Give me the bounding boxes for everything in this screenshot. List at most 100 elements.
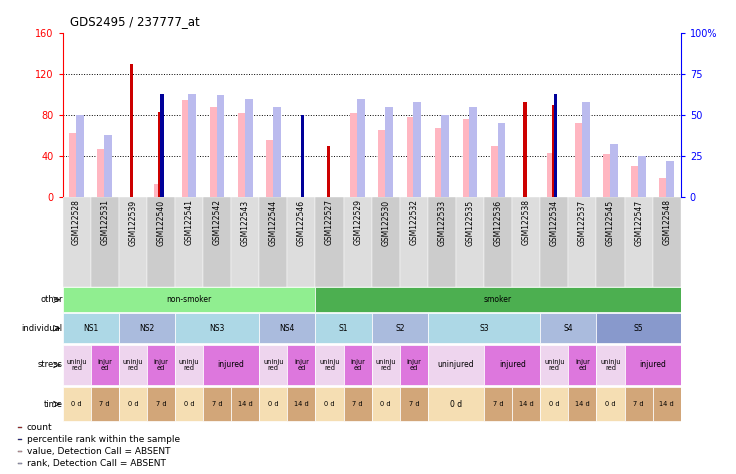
Text: 0 d: 0 d <box>605 401 616 407</box>
Bar <box>175 313 259 343</box>
Text: GSM122548: GSM122548 <box>662 200 671 246</box>
Text: injured: injured <box>218 361 244 369</box>
Text: rank, Detection Call = ABSENT: rank, Detection Call = ABSENT <box>26 459 166 468</box>
Text: GSM122542: GSM122542 <box>213 200 222 246</box>
Bar <box>604 154 611 197</box>
Text: GSM122530: GSM122530 <box>381 200 390 246</box>
Bar <box>470 107 478 197</box>
Bar <box>378 130 386 197</box>
Bar <box>523 101 527 197</box>
Bar <box>498 123 506 197</box>
Bar <box>344 387 372 421</box>
Bar <box>160 94 163 197</box>
Text: 0 d: 0 d <box>381 401 391 407</box>
Bar <box>18 463 22 464</box>
Bar <box>435 128 442 197</box>
Text: 14 d: 14 d <box>575 401 590 407</box>
Bar <box>118 345 147 385</box>
Bar <box>63 197 91 287</box>
Bar <box>625 345 681 385</box>
Bar <box>175 345 203 385</box>
Bar <box>238 113 246 197</box>
Text: 14 d: 14 d <box>659 401 674 407</box>
Text: GSM122546: GSM122546 <box>297 200 306 246</box>
Bar <box>287 345 316 385</box>
Bar <box>244 99 252 197</box>
Text: 14 d: 14 d <box>519 401 534 407</box>
Bar <box>625 197 653 287</box>
Bar <box>231 387 259 421</box>
Bar <box>147 387 175 421</box>
Bar <box>175 387 203 421</box>
Text: S3: S3 <box>479 324 489 333</box>
Bar <box>91 345 118 385</box>
Bar <box>553 94 557 197</box>
Bar <box>575 123 583 197</box>
Bar <box>372 345 400 385</box>
Text: uninju
red: uninju red <box>375 359 396 371</box>
Text: stress: stress <box>38 361 63 369</box>
Bar <box>625 387 653 421</box>
Bar <box>259 345 287 385</box>
Bar <box>350 113 358 197</box>
Bar <box>631 166 639 197</box>
Bar <box>63 287 316 312</box>
Text: uninju
red: uninju red <box>123 359 143 371</box>
Text: uninju
red: uninju red <box>544 359 565 371</box>
Text: GSM122534: GSM122534 <box>550 200 559 246</box>
Bar <box>400 197 428 287</box>
Text: GSM122539: GSM122539 <box>128 200 138 246</box>
Text: injur
ed: injur ed <box>294 359 309 371</box>
Text: uninju
red: uninju red <box>601 359 620 371</box>
Bar <box>203 197 231 287</box>
Bar <box>175 197 203 287</box>
Text: GSM122540: GSM122540 <box>157 200 166 246</box>
Bar <box>512 387 540 421</box>
Bar <box>154 184 161 197</box>
Text: GSM122529: GSM122529 <box>353 200 362 246</box>
Text: NS1: NS1 <box>83 324 99 333</box>
Text: GSM122536: GSM122536 <box>494 200 503 246</box>
Bar <box>91 387 118 421</box>
Text: other: other <box>40 295 63 304</box>
Bar <box>344 197 372 287</box>
Bar <box>484 197 512 287</box>
Bar <box>231 197 259 287</box>
Bar <box>428 197 456 287</box>
Text: 7 d: 7 d <box>353 401 363 407</box>
Bar <box>259 197 287 287</box>
Bar <box>158 112 161 197</box>
Text: NS2: NS2 <box>139 324 155 333</box>
Bar <box>596 345 625 385</box>
Text: 14 d: 14 d <box>294 401 309 407</box>
Text: GSM122543: GSM122543 <box>241 200 250 246</box>
Text: percentile rank within the sample: percentile rank within the sample <box>26 435 180 444</box>
Text: GSM122531: GSM122531 <box>100 200 109 246</box>
Text: NS4: NS4 <box>280 324 295 333</box>
Text: GSM122545: GSM122545 <box>606 200 615 246</box>
Text: S5: S5 <box>634 324 643 333</box>
Bar <box>259 387 287 421</box>
Bar <box>147 197 175 287</box>
Text: GSM122533: GSM122533 <box>437 200 447 246</box>
Bar <box>491 146 499 197</box>
Bar <box>266 140 274 197</box>
Bar <box>216 95 224 197</box>
Text: uninju
red: uninju red <box>179 359 199 371</box>
Bar <box>666 161 674 197</box>
Text: individual: individual <box>22 324 63 333</box>
Bar <box>568 197 596 287</box>
Text: 0 d: 0 d <box>184 401 194 407</box>
Text: 7 d: 7 d <box>493 401 503 407</box>
Text: GSM122538: GSM122538 <box>522 200 531 246</box>
Bar <box>596 387 625 421</box>
Bar <box>582 102 590 197</box>
Bar <box>130 64 133 197</box>
Text: GSM122528: GSM122528 <box>72 200 81 245</box>
Bar <box>118 387 147 421</box>
Bar <box>406 117 414 197</box>
Text: GSM122532: GSM122532 <box>409 200 418 246</box>
Text: 0 d: 0 d <box>268 401 279 407</box>
Bar <box>210 107 218 197</box>
Bar <box>118 197 147 287</box>
